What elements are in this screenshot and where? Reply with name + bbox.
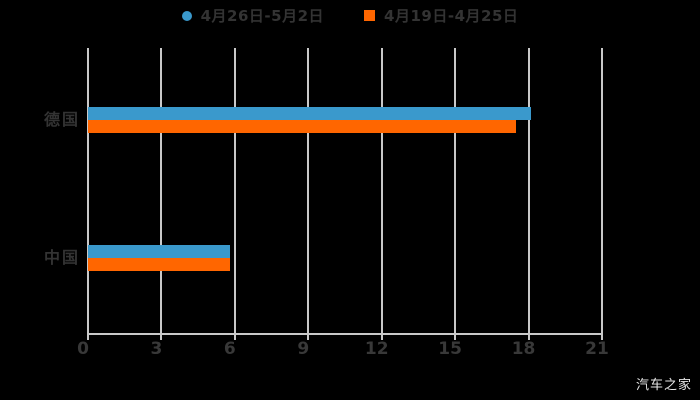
gridline bbox=[87, 48, 89, 334]
x-axis-tick-label: 18 bbox=[511, 339, 536, 359]
x-axis-tick bbox=[307, 334, 310, 340]
x-axis-tick-label: 0 bbox=[77, 339, 89, 359]
x-axis-tick-label: 15 bbox=[438, 339, 462, 359]
x-axis-tick-label: 12 bbox=[364, 339, 389, 359]
gridline bbox=[380, 48, 383, 334]
category-label: 中国 bbox=[43, 248, 80, 267]
x-axis-tick bbox=[233, 334, 236, 340]
bar bbox=[88, 107, 532, 120]
legend-label: 4月19日-4月25日 bbox=[384, 7, 519, 25]
x-axis-tick-label: 21 bbox=[585, 339, 609, 359]
x-axis-tick bbox=[160, 334, 163, 340]
gridline bbox=[454, 48, 457, 334]
x-axis-line bbox=[87, 333, 603, 335]
gridline bbox=[601, 48, 603, 334]
gridline bbox=[160, 48, 163, 334]
x-axis-tick-label: 6 bbox=[223, 339, 236, 359]
bar bbox=[88, 120, 517, 133]
legend-label: 4月26日-5月2日 bbox=[200, 7, 325, 25]
gridline bbox=[233, 48, 236, 334]
legend-item-week-current[interactable]: 4月26日-5月2日 bbox=[181, 5, 325, 26]
legend-item-week-previous[interactable]: 4月19日-4月25日 bbox=[364, 5, 518, 26]
gridline bbox=[307, 48, 310, 334]
x-axis-tick-label: 3 bbox=[150, 339, 163, 359]
gridline bbox=[527, 48, 530, 334]
x-axis-tick bbox=[454, 334, 457, 340]
chart-legend: 4月26日-5月2日 4月19日-4月25日 bbox=[0, 5, 700, 26]
x-axis-tick bbox=[87, 334, 89, 340]
x-axis-tick bbox=[601, 334, 603, 340]
x-axis-tick-label: 9 bbox=[297, 339, 310, 359]
watermark: 汽车之家 bbox=[635, 378, 692, 393]
legend-circle-marker-icon bbox=[181, 10, 192, 21]
bar bbox=[88, 245, 230, 258]
x-axis-tick bbox=[527, 334, 530, 340]
bar bbox=[88, 258, 230, 271]
legend-square-marker-icon bbox=[364, 10, 376, 21]
category-label: 德国 bbox=[43, 110, 80, 129]
x-axis-tick bbox=[380, 334, 383, 340]
